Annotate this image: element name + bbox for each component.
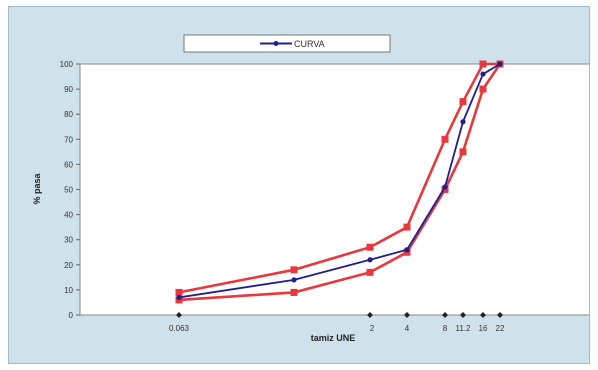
curva-series-point	[404, 247, 410, 253]
y-tick-label: 60	[64, 160, 73, 169]
limit-series-point	[459, 98, 467, 106]
y-tick-label: 40	[64, 211, 73, 220]
limit-series-line	[178, 62, 500, 294]
curva-series-line	[178, 63, 501, 299]
limit-series-point	[366, 243, 374, 251]
y-tick-label: 0	[69, 311, 74, 320]
y-tick-label: 70	[64, 135, 73, 144]
curva-series-point	[367, 257, 373, 263]
x-tick-marker	[442, 312, 448, 318]
y-tick-label: 100	[60, 60, 74, 69]
x-tick-label: 0.063	[169, 324, 190, 333]
limit-series-point	[459, 148, 467, 156]
y-tick-label: 10	[64, 286, 73, 295]
limit-series-point	[366, 268, 374, 276]
curva-series-point	[480, 71, 486, 77]
x-tick-label: 11.2	[456, 324, 472, 333]
x-tick-marker	[176, 312, 182, 318]
x-tick-marker	[460, 312, 466, 318]
x-tick-label: 16	[479, 324, 488, 333]
y-tick-label: 20	[64, 261, 73, 270]
legend-marker	[273, 41, 279, 46]
grading-curve-chart: 0 10 20 30 40 50 60 70 80 90 100 0.063 2 4 8 11.2 16 22 C…	[32, 34, 589, 343]
y-axis-title: % pasa	[32, 173, 42, 205]
x-tick-label: 4	[405, 324, 410, 333]
x-tick-marker	[480, 312, 486, 318]
x-tick-label: 2	[370, 324, 375, 333]
limit-series-point	[175, 288, 183, 296]
y-tick-label: 90	[64, 85, 73, 94]
chart-frame: 0 10 20 30 40 50 60 70 80 90 100 0.063 2 4 8 11.2 16 22 C…	[8, 6, 590, 364]
legend-label: CURVA	[294, 39, 325, 49]
y-tick-label: 50	[64, 186, 73, 195]
plot-area	[79, 63, 589, 316]
curva-series-point	[291, 277, 297, 283]
curva-series-point	[176, 294, 182, 301]
limit-series-point	[290, 288, 298, 296]
limit-series-point	[479, 60, 487, 68]
x-tick-label: 8	[443, 324, 448, 333]
limit-series-point	[403, 223, 411, 231]
limit-series-line	[178, 63, 502, 302]
limit-series-point	[441, 135, 449, 143]
curva-series-point	[442, 184, 448, 190]
y-tick-label: 80	[64, 110, 73, 119]
x-tick-marker	[497, 312, 503, 318]
x-tick-marker	[404, 312, 410, 318]
limit-series-point	[290, 266, 298, 274]
curva-series-point	[497, 61, 503, 67]
limit-series-point	[479, 85, 487, 93]
x-axis-title: tamiz UNE	[311, 333, 356, 343]
x-tick-marker	[367, 312, 373, 318]
y-tick-label: 30	[64, 236, 73, 245]
x-tick-label: 22	[496, 324, 505, 333]
curva-series-point	[460, 119, 466, 125]
